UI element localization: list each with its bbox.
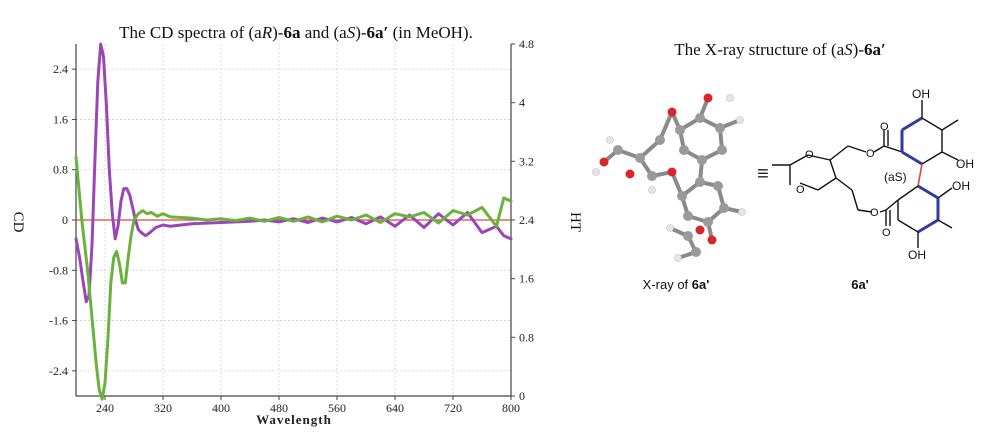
y-tick-label-left: 2.4 [53,62,68,76]
y-tick-label-right: 1.6 [519,272,534,286]
x-tick-label: 320 [154,401,172,415]
y-tick-label-right: 2.4 [519,213,534,227]
plot-area: 2.4 1.6 0.8 0 -0.8 -1.6 -2.4 4.8 4 3.2 2.4 1.6 0.8 0… [49,37,534,415]
atom-o4: O [880,121,889,133]
equivalence-symbol: ≡ [757,163,769,185]
atom-o5: O [870,207,879,219]
y-tick-label-right: 0.8 [519,330,534,344]
xray-title: The X-ray structure of (aS)-6a′ [674,40,886,59]
x-tick-label: 400 [212,401,230,415]
y-tick-label-right: 3.2 [519,154,534,168]
x-tick-label: 640 [386,401,404,415]
compound-label: 6a' [851,277,869,292]
atom-o1: O [805,149,814,161]
y-tick-label-left: -1.6 [49,314,68,328]
y-axis-label-left: CD [10,212,26,233]
structure-6a-drawing: OH OH OH OH (aS) O O O O O O [772,87,974,262]
y-tick-label-left: 1.6 [53,112,68,126]
x-tick-label: 560 [328,401,346,415]
x-tick-label: 480 [270,401,288,415]
series-line-2 [74,155,513,401]
atom-oh-right2: OH [952,179,970,193]
atom-oh-right: OH [956,157,974,171]
series-line-1 [74,42,513,304]
y-tick-label-right: 4.8 [519,37,534,51]
y-tick-label-right: 0 [519,389,525,403]
y-tick-label-left: 0.8 [53,163,68,177]
x-axis-label: Wavelength [256,412,332,427]
x-tick-label: 720 [444,401,462,415]
x-ticks: 240 320 400 480 560 640 720 800 [96,396,520,415]
y-tick-label-left: -2.4 [49,364,68,378]
y-ticks-left: 2.4 1.6 0.8 0 -0.8 -1.6 -2.4 [49,62,76,378]
y-tick-label-right: 4 [519,96,525,110]
series-group [74,42,513,401]
atom-o3: O [866,148,875,160]
atom-o6: O [882,227,891,239]
atom-as-label: (aS) [884,170,907,184]
y-ticks-right: 4.8 4 3.2 2.4 1.6 0.8 0 [511,37,534,403]
atom-oh-top: OH [912,87,930,101]
atom-o2: O [796,184,805,196]
atom-oh-bottom: OH [908,248,926,262]
xray-model-image [592,93,746,262]
x-tick-label: 240 [96,401,114,415]
y-tick-label-left: 0 [62,213,68,227]
y-axis-label-right: HT [567,212,583,232]
xray-caption: X-ray of 6a' [643,277,710,292]
chart-title: The CD spectra of (aR)-6a and (aS)-6a′ (… [119,23,473,42]
x-tick-label: 800 [502,401,520,415]
y-tick-label-left: -0.8 [49,263,68,277]
